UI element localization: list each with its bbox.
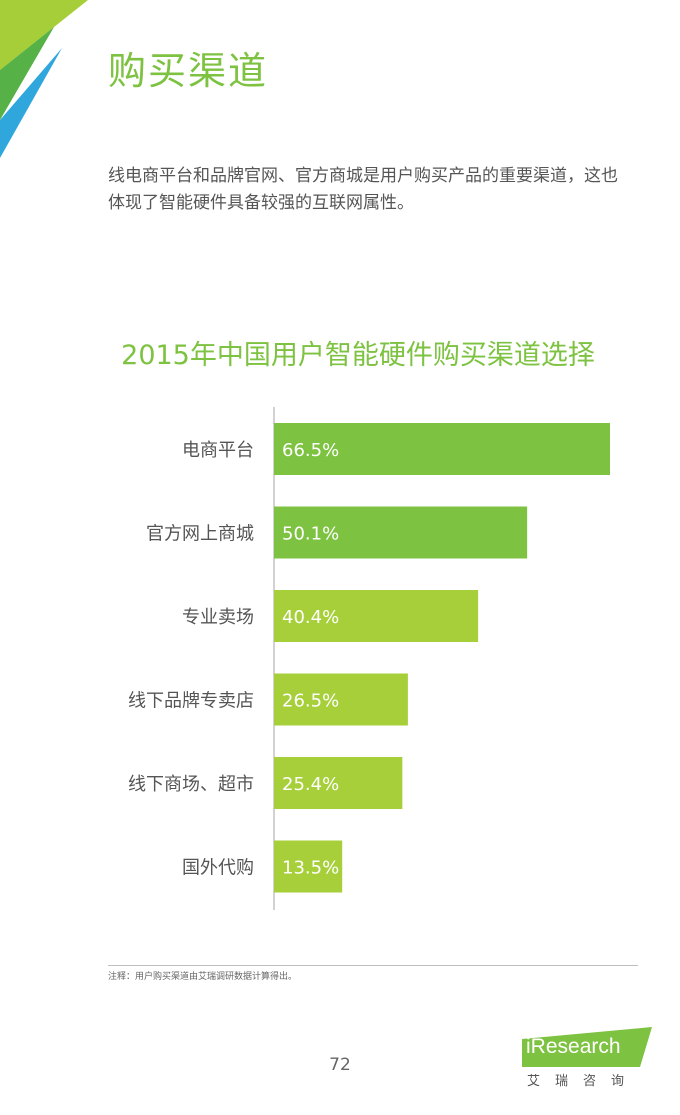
category-label-0: 电商平台 [182, 440, 254, 461]
category-label-5: 国外代购 [182, 858, 254, 879]
value-label-3: 26.5% [282, 691, 339, 712]
corner-green-shape [0, 27, 54, 120]
value-label-5: 13.5% [282, 858, 339, 879]
category-label-4: 线下商场、超市 [128, 774, 254, 795]
footnote: 注释：用户购买渠道由艾瑞调研数据计算得出。 [108, 972, 298, 982]
corner-decoration [0, 0, 88, 158]
page-title: 购买渠道 [108, 49, 269, 93]
bar-4 [274, 757, 403, 809]
bar-3 [274, 673, 408, 726]
page-number: 72 [329, 1055, 351, 1075]
logo-wordmark: iResearch [526, 1035, 621, 1058]
bar-0 [274, 423, 610, 475]
category-label-3: 线下品牌专卖店 [128, 691, 254, 712]
bar-1 [274, 506, 528, 559]
value-label-0: 66.5% [282, 440, 339, 461]
iresearch-logo: iResearch 艾瑞咨询 [522, 1027, 652, 1091]
chart-title: 2015年中国用户智能硬件购买渠道选择 [121, 340, 595, 371]
category-label-1: 官方网上商城 [146, 524, 254, 545]
value-label-1: 50.1% [282, 524, 339, 545]
footnote-divider [108, 965, 638, 966]
bar-chart: 电商平台 66.5% 官方网上商城 50.1% 专业卖场 40.4% 线下品牌专卖店 26.5… [128, 407, 610, 910]
value-label-2: 40.4% [282, 607, 339, 628]
intro-paragraph: 线电商平台和品牌官网、官方商城是用户购买产品的重要渠道，这也体现了智能硬件具备较… [108, 166, 618, 213]
bar-2 [274, 590, 479, 642]
corner-blue-shape [0, 48, 62, 158]
bar-5 [274, 840, 343, 893]
value-label-4: 25.4% [282, 774, 339, 795]
logo-subtitle: 艾瑞咨询 [527, 1074, 640, 1089]
logo-badge-shape [522, 1027, 652, 1067]
category-label-2: 专业卖场 [182, 607, 254, 628]
